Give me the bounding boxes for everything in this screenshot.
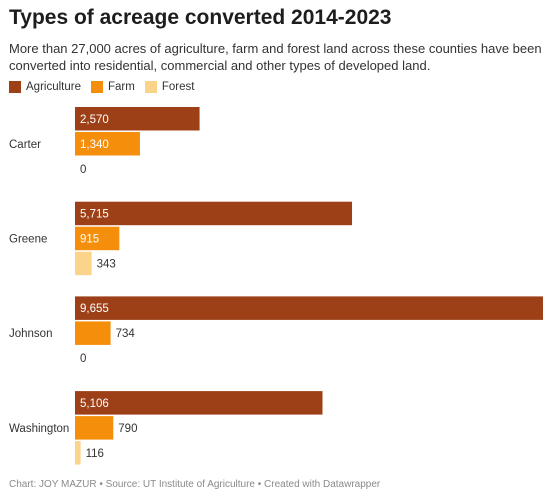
legend-label-forest: Forest bbox=[161, 81, 195, 93]
value-label-carter-forest: 0 bbox=[80, 164, 86, 176]
value-label-washington-forest: 116 bbox=[86, 448, 104, 460]
category-label-carter: Carter bbox=[9, 139, 41, 151]
legend-item-forest: Forest bbox=[144, 81, 195, 93]
value-label-greene-forest: 343 bbox=[97, 258, 116, 270]
bar-johnson-farm bbox=[75, 321, 111, 345]
chart-subtitle: More than 27,000 acres of agriculture, f… bbox=[9, 41, 542, 73]
value-label-johnson-farm: 734 bbox=[116, 328, 136, 340]
legend-swatch-forest bbox=[144, 81, 157, 93]
bar-greene-farm bbox=[75, 226, 120, 251]
value-label-carter-agriculture: 2,570 bbox=[80, 114, 109, 126]
value-label-johnson-forest: 0 bbox=[80, 353, 86, 365]
value-label-washington-agriculture: 5,106 bbox=[80, 398, 109, 410]
bar-johnson-agriculture bbox=[75, 296, 543, 320]
bar-greene-agriculture bbox=[75, 201, 353, 226]
bar-greene-forest bbox=[75, 251, 92, 276]
legend: Agriculture Farm Forest bbox=[9, 81, 204, 93]
value-label-washington-farm: 790 bbox=[118, 423, 137, 435]
legend-item-farm: Farm bbox=[90, 81, 135, 93]
value-label-greene-farm: 915 bbox=[80, 233, 99, 245]
legend-label-agriculture: Agriculture bbox=[26, 81, 81, 93]
chart-title: Types of acreage converted 2014-2023 bbox=[9, 6, 392, 29]
legend-item-agriculture: Agriculture bbox=[9, 81, 81, 93]
bar-washington-agriculture bbox=[75, 391, 323, 415]
bar-carter-farm bbox=[75, 132, 140, 156]
legend-swatch-farm bbox=[90, 81, 103, 93]
bar-washington-farm bbox=[75, 416, 114, 440]
value-label-johnson-agriculture: 9,655 bbox=[80, 303, 109, 315]
bar-carter-agriculture bbox=[75, 107, 200, 131]
category-label-washington: Washington bbox=[9, 423, 69, 435]
category-label-johnson: Johnson bbox=[9, 328, 52, 340]
legend-label-farm: Farm bbox=[107, 81, 135, 93]
bar-chart: Carter 2,570 1,340 0 Greene 5,715 915 343 Johnso… bbox=[9, 107, 543, 465]
bar-washington-forest bbox=[75, 441, 81, 465]
chart-footer: Chart: JOY MAZUR • Source: UT Institute … bbox=[9, 479, 381, 490]
category-label-greene: Greene bbox=[9, 233, 47, 245]
value-label-carter-farm: 1,340 bbox=[80, 139, 109, 151]
legend-swatch-agriculture bbox=[9, 81, 21, 93]
value-label-greene-agriculture: 5,715 bbox=[80, 208, 109, 220]
